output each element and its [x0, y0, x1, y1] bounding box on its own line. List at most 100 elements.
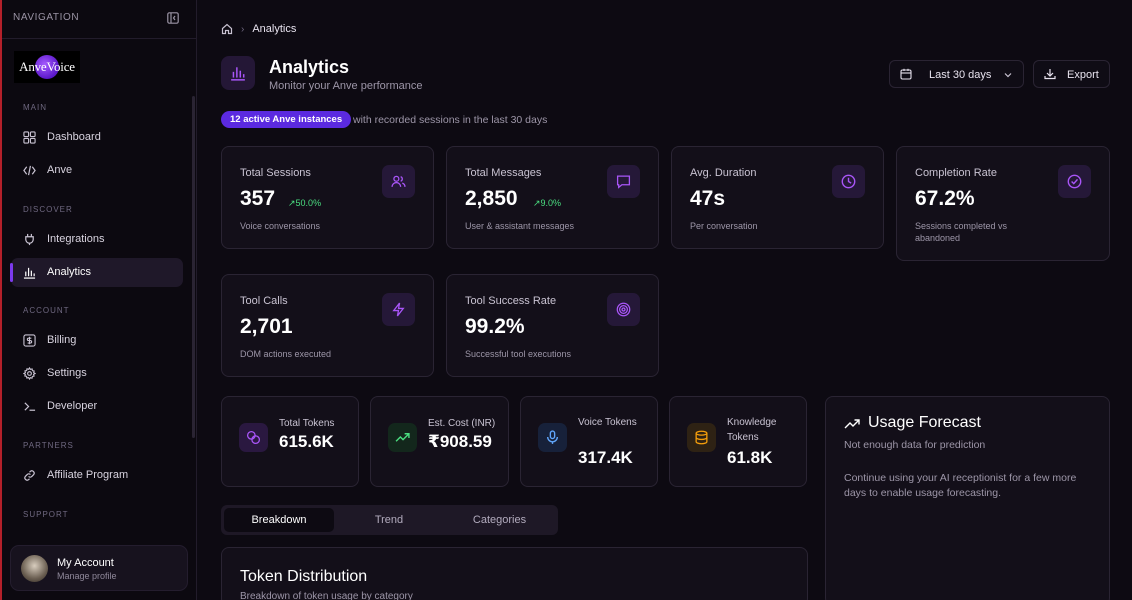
- stat-subtitle: Voice conversations: [240, 221, 321, 231]
- sidebar-item-integrations[interactable]: Integrations: [11, 225, 183, 254]
- stat-label: Tool Calls: [240, 295, 288, 307]
- coins-icon: [246, 430, 261, 445]
- stat-label: Tool Success Rate: [465, 295, 557, 307]
- sidebar-scrollbar[interactable]: [192, 96, 195, 438]
- sidebar-item-anve[interactable]: Anve: [11, 156, 183, 185]
- stat-subtitle: Sessions completed vs abandoned: [915, 221, 1008, 243]
- distribution-title: Token Distribution: [240, 568, 368, 585]
- stat-label: Completion Rate: [915, 167, 997, 179]
- distribution-subtitle: Breakdown of token usage by category: [240, 591, 413, 600]
- stat-trend-value: 50.0%: [295, 198, 322, 208]
- stat-card-total-messages: Total Messages 2,850 ↗9.0% User & assist…: [446, 146, 659, 249]
- sidebar-item-label: Anve: [47, 164, 73, 176]
- date-range-select[interactable]: Last 30 days: [889, 60, 1024, 88]
- database-icon: [695, 430, 708, 445]
- download-icon: [1044, 69, 1056, 80]
- stat-subtitle: User & assistant messages: [465, 221, 575, 231]
- instances-text: with recorded sessions in the last 30 da…: [353, 114, 548, 126]
- stat-subtitle: Successful tool executions: [465, 349, 572, 359]
- section-support: SUPPORT: [23, 510, 69, 519]
- clock-icon: [841, 174, 856, 189]
- stat-value: 67.2%: [915, 187, 975, 210]
- sidebar-item-analytics[interactable]: Analytics: [10, 258, 183, 287]
- token-distribution-card: Token Distribution Breakdown of token us…: [221, 547, 808, 600]
- stat-value: 47s: [690, 187, 726, 210]
- token-value: 317.4K: [578, 448, 633, 467]
- chevron-right-icon: ›: [241, 23, 245, 35]
- brand-logo[interactable]: AnveVoice: [14, 51, 80, 83]
- stat-label: Total Sessions: [240, 167, 311, 179]
- avatar: [21, 555, 48, 582]
- sidebar-item-label: Analytics: [47, 266, 92, 278]
- calendar-icon: [900, 68, 912, 80]
- sidebar-collapse-icon[interactable]: [167, 12, 179, 24]
- token-card-voice: Voice Tokens 317.4K: [520, 396, 658, 487]
- main-content: › Analytics Analytics Monitor your Anve …: [198, 0, 1132, 600]
- sidebar-item-affiliate[interactable]: Affiliate Program: [11, 461, 183, 490]
- sidebar-item-billing[interactable]: Billing: [11, 326, 183, 355]
- bar-chart-icon: [23, 267, 36, 279]
- token-value: 615.6K: [279, 432, 334, 451]
- code-icon: [23, 165, 36, 176]
- stat-card-tool-calls: Tool Calls 2,701 DOM actions executed: [221, 274, 434, 377]
- stat-icon: [1058, 165, 1091, 198]
- check-circle-icon: [1067, 174, 1082, 189]
- trending-up-icon: [844, 419, 860, 429]
- usage-forecast-card: Usage Forecast Not enough data for predi…: [825, 396, 1110, 600]
- home-icon[interactable]: [221, 23, 233, 35]
- token-value: 61.8K: [727, 448, 773, 467]
- tab-trend[interactable]: Trend: [374, 514, 404, 526]
- token-icon-wrap: [687, 423, 716, 452]
- account-name: My Account: [57, 557, 114, 569]
- section-account: ACCOUNT: [23, 306, 70, 315]
- sidebar-divider: [2, 38, 197, 39]
- account-menu[interactable]: My Account Manage profile: [10, 545, 188, 591]
- token-card-knowledge: Knowledge Tokens 61.8K: [669, 396, 807, 487]
- token-icon-wrap: [239, 423, 268, 452]
- gear-icon: [23, 367, 36, 380]
- stat-trend: ↗50.0%: [288, 198, 321, 209]
- microphone-icon: [546, 430, 559, 444]
- sidebar-header: NAVIGATION: [13, 12, 80, 23]
- logo-orb: [35, 55, 59, 79]
- trend-up-icon: ↗: [288, 198, 296, 208]
- stat-icon: [607, 293, 640, 326]
- token-label: Voice Tokens: [578, 417, 637, 428]
- account-subtitle: Manage profile: [57, 571, 117, 581]
- page-icon: [221, 56, 255, 90]
- section-partners: PARTNERS: [23, 441, 74, 450]
- stat-card-tool-success-rate: Tool Success Rate 99.2% Successful tool …: [446, 274, 659, 377]
- stat-icon: [607, 165, 640, 198]
- sidebar-item-label: Dashboard: [47, 131, 101, 143]
- plug-icon: [25, 233, 34, 246]
- sidebar-item-label: Settings: [47, 367, 87, 379]
- sidebar-item-developer[interactable]: Developer: [11, 392, 183, 421]
- lightning-icon: [392, 302, 405, 317]
- stat-card-completion-rate: Completion Rate 67.2% Sessions completed…: [896, 146, 1110, 261]
- sidebar-item-settings[interactable]: Settings: [11, 359, 183, 388]
- sidebar: NAVIGATION AnveVoice MAIN Dashboard Anve…: [2, 0, 197, 600]
- page-subtitle: Monitor your Anve performance: [269, 80, 423, 92]
- stat-card-avg-duration: Avg. Duration 47s Per conversation: [671, 146, 884, 249]
- stat-trend: ↗9.0%: [533, 198, 561, 209]
- bar-chart-icon: [231, 67, 245, 81]
- terminal-icon: [24, 402, 36, 411]
- dashboard-icon: [23, 131, 36, 144]
- export-label: Export: [1067, 69, 1099, 81]
- users-icon: [391, 175, 406, 187]
- sidebar-item-label: Integrations: [47, 233, 105, 245]
- logo-text: AnveVoice: [19, 59, 75, 74]
- tab-categories[interactable]: Categories: [472, 514, 527, 526]
- stat-value: 2,701: [240, 315, 293, 338]
- tab-breakdown[interactable]: Breakdown: [224, 508, 334, 532]
- forecast-subtitle: Not enough data for prediction: [844, 439, 986, 451]
- export-button[interactable]: Export: [1033, 60, 1110, 88]
- sidebar-item-dashboard[interactable]: Dashboard: [11, 123, 183, 152]
- sidebar-item-label: Affiliate Program: [47, 469, 129, 481]
- stat-icon: [382, 293, 415, 326]
- stat-trend-value: 9.0%: [540, 198, 562, 208]
- token-value: ₹908.59: [428, 432, 492, 451]
- stat-subtitle: Per conversation: [690, 221, 758, 231]
- date-range-label: Last 30 days: [929, 69, 992, 81]
- link-icon: [24, 470, 35, 481]
